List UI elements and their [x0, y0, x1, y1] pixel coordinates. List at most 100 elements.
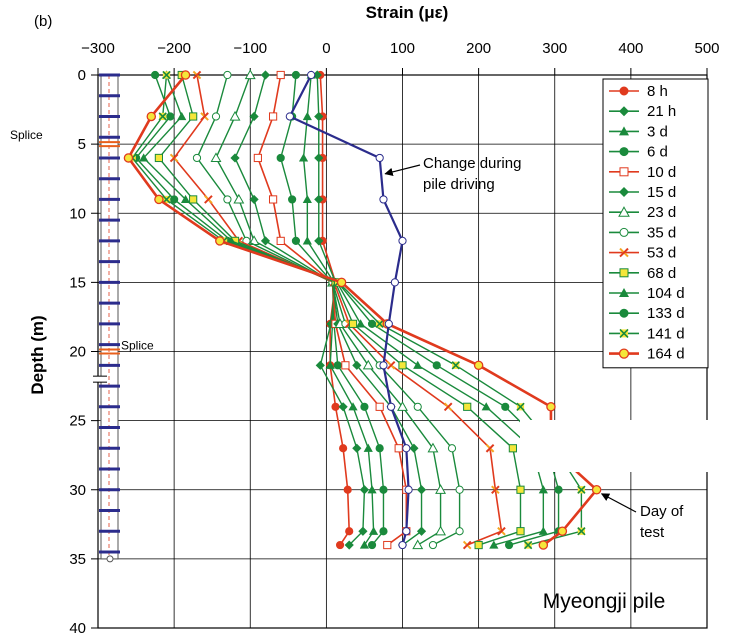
- legend-item: 164 d: [609, 346, 685, 363]
- series-line: [131, 74, 583, 546]
- y-tick-label: 20: [69, 344, 86, 361]
- legend-item: 10 d: [609, 164, 676, 181]
- data-point: [154, 194, 164, 205]
- data-point: [398, 361, 407, 370]
- data-point: [618, 206, 630, 217]
- data-point: [432, 361, 441, 370]
- legend-label: 10 d: [647, 164, 676, 181]
- legend-item: 141 d: [609, 325, 685, 342]
- legend-label: 15 d: [647, 184, 676, 201]
- data-point: [462, 540, 472, 550]
- data-point: [497, 526, 506, 536]
- annotation-text: test: [640, 524, 665, 541]
- x-stroke: [386, 361, 396, 370]
- data-point: [210, 152, 222, 163]
- x-tick-label: −200: [157, 40, 191, 57]
- x-stroke: [169, 153, 179, 163]
- pile-schematic: Splice Splice: [10, 73, 154, 563]
- splice-label: Splice: [10, 128, 43, 142]
- data-point: [359, 485, 370, 495]
- data-point: [390, 278, 399, 287]
- x-stroke: [375, 319, 384, 329]
- x-axis-title: Strain (με): [366, 3, 449, 22]
- data-point: [338, 402, 348, 412]
- data-point: [180, 70, 191, 80]
- data-point: [508, 444, 517, 453]
- legend-item: 53 d: [609, 245, 676, 262]
- data-point: [473, 360, 484, 371]
- data-point: [368, 526, 379, 535]
- data-point: [619, 187, 629, 197]
- x-stroke: [523, 540, 533, 550]
- x-stroke: [451, 361, 460, 370]
- legend-box: [602, 78, 709, 369]
- data-point: [402, 444, 411, 453]
- data-point: [249, 111, 259, 122]
- data-point: [244, 69, 256, 80]
- data-point: [139, 153, 149, 162]
- legend-item: 35 d: [609, 224, 676, 241]
- legend-label: 133 d: [647, 305, 685, 322]
- data-point: [314, 236, 324, 246]
- y-tick-labels: 0 5 10 15 20 25 30 35 40: [69, 67, 86, 636]
- data-point: [276, 236, 285, 246]
- pile-label-box: [520, 420, 710, 472]
- data-point: [386, 361, 396, 370]
- pile-name: Myeongji pile: [543, 590, 666, 613]
- legend-label: 6 d: [647, 144, 668, 161]
- data-point: [474, 540, 483, 550]
- x-tick-labels: −300 −200 −100 0 100 200 300 400 500: [81, 40, 719, 57]
- data-point: [180, 194, 191, 204]
- legend: 8 h 21 h 3 d 6 d 10 d 15 d 23 d 35 d 53 d 68 d 104…: [602, 78, 709, 369]
- annotation-text: Change during: [423, 155, 521, 172]
- data-point: [618, 348, 630, 359]
- y-tick-label: 5: [78, 136, 86, 153]
- x-stroke: [192, 70, 202, 80]
- legend-item: 15 d: [609, 184, 676, 201]
- series-35-d: [192, 70, 464, 550]
- pile-tip: [106, 555, 114, 563]
- data-point: [409, 443, 419, 453]
- y-tick-label: 35: [69, 551, 86, 568]
- data-point: [189, 195, 198, 204]
- annotation-arrow: [600, 493, 637, 513]
- x-tick-label: 500: [694, 40, 719, 57]
- data-point: [360, 402, 369, 411]
- data-point: [314, 194, 324, 205]
- legend-label: 8 h: [647, 83, 668, 100]
- data-point: [379, 527, 388, 536]
- data-point: [398, 236, 407, 245]
- data-point: [386, 402, 396, 411]
- series-line: [157, 74, 522, 546]
- data-point: [435, 484, 447, 494]
- data-point: [362, 359, 374, 370]
- annotation-arrow: [384, 164, 421, 176]
- data-point: [554, 485, 563, 494]
- data-point: [352, 360, 362, 370]
- data-point: [384, 319, 393, 328]
- x-stroke: [516, 402, 525, 411]
- data-point: [339, 444, 348, 453]
- data-point: [619, 288, 629, 297]
- data-point: [276, 70, 285, 80]
- data-point: [443, 402, 453, 412]
- data-point: [204, 195, 213, 204]
- data-point: [169, 153, 179, 163]
- legend-label: 164 d: [647, 346, 685, 363]
- series-lines: [123, 69, 602, 550]
- annotation-text: pile driving: [423, 176, 495, 193]
- series-23-d: [210, 69, 447, 550]
- data-point: [312, 70, 322, 80]
- data-point: [150, 70, 160, 80]
- data-point: [557, 526, 568, 536]
- data-point: [619, 247, 629, 258]
- data-point: [359, 540, 370, 549]
- data-point: [223, 195, 232, 204]
- legend-item: 21 h: [609, 103, 676, 120]
- legend-label: 104 d: [647, 285, 685, 302]
- data-point: [427, 442, 439, 453]
- data-point: [481, 402, 491, 411]
- data-point: [619, 106, 629, 117]
- data-point: [367, 485, 377, 494]
- pile-body: [100, 74, 119, 560]
